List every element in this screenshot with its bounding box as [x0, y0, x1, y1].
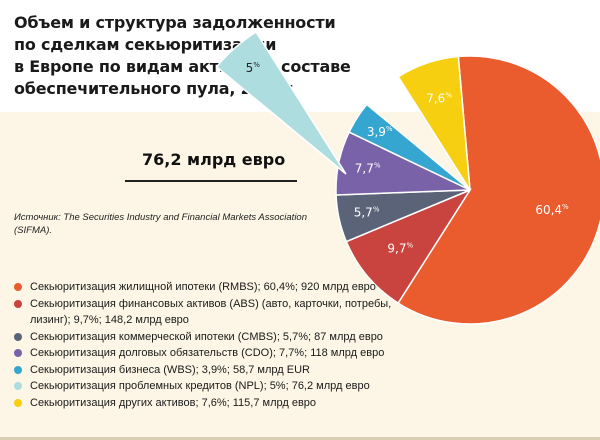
- legend-swatch: [14, 299, 22, 308]
- slice-label-rmbs: 60,4%: [535, 203, 569, 217]
- slice-label-cdo: 7,7%: [355, 162, 381, 176]
- pie-slice-rmbs: [397, 55, 600, 325]
- legend-swatch: [14, 398, 22, 407]
- legend: Секьюритизация жилищной ипотеки (RMBS); …: [14, 279, 434, 411]
- callout-rule: [125, 180, 297, 182]
- legend-text: Секьюритизация проблемных кредитов (NPL)…: [30, 378, 370, 395]
- legend-line: лизинг); 9,7%; 148,2 млрд евро: [30, 314, 189, 326]
- legend-line: Секьюритизация других активов; 7,6%; 115…: [30, 396, 317, 409]
- title-line: обеспечительного пула, 2014г: [14, 79, 293, 98]
- pie-slice-other: [397, 55, 471, 191]
- legend-text: Секьюритизация коммерческой ипотеки (CMB…: [30, 329, 383, 346]
- legend-item-wbs: Секьюритизация бизнеса (WBS); 3,9%; 58,7…: [14, 362, 434, 379]
- callout-total: 76,2 млрд евро: [142, 150, 286, 169]
- legend-line: Секьюритизация финансовых активов (ABS) …: [30, 297, 392, 310]
- pie-slice-npl: [215, 31, 347, 175]
- pie-slice-abs: [345, 188, 472, 305]
- legend-item-cmbs: Секьюритизация коммерческой ипотеки (CMB…: [14, 329, 434, 346]
- slice-label-wbs: 3,9%: [367, 125, 393, 139]
- bottom-rule: [0, 437, 600, 440]
- legend-swatch: [14, 332, 22, 341]
- source-note: Источник: The Securities Industry and Fi…: [14, 212, 307, 236]
- legend-text: Секьюритизация финансовых активов (ABS) …: [30, 296, 391, 329]
- legend-swatch: [14, 365, 22, 374]
- legend-item-other: Секьюритизация других активов; 7,6%; 115…: [14, 395, 434, 412]
- legend-line: Секьюритизация бизнеса (WBS); 3,9%; 58,7…: [30, 363, 310, 376]
- chart-title: Объем и структура задолженности по сделк…: [14, 12, 351, 100]
- legend-line: Секьюритизация долговых обязательств (CD…: [30, 347, 385, 359]
- slice-label-abs: 9,7%: [387, 242, 413, 256]
- legend-text: Секьюритизация бизнеса (WBS); 3,9%; 58,7…: [30, 362, 310, 379]
- slice-label-other: 7,6%: [426, 92, 452, 106]
- legend-line: Секьюритизация проблемных кредитов (NPL)…: [30, 380, 370, 392]
- slice-label-cmbs: 5,7%: [354, 206, 380, 220]
- legend-item-cdo: Секьюритизация долговых обязательств (CD…: [14, 345, 434, 362]
- legend-item-npl: Секьюритизация проблемных кредитов (NPL)…: [14, 378, 434, 395]
- title-line: по сделкам секьюритизации: [14, 35, 277, 54]
- legend-text: Секьюритизация других активов; 7,6%; 115…: [30, 395, 316, 412]
- legend-swatch: [14, 283, 22, 291]
- legend-line: Секьюритизация коммерческой ипотеки (CMB…: [30, 330, 383, 343]
- title-line: Объем и структура задолженности: [14, 13, 336, 32]
- slice-label-npl: 5%: [246, 61, 261, 75]
- legend-swatch: [14, 382, 22, 390]
- legend-item-rmbs: Секьюритизация жилищной ипотеки (RMBS); …: [14, 279, 434, 296]
- legend-text: Секьюритизация жилищной ипотеки (RMBS); …: [30, 279, 376, 296]
- legend-line: Секьюритизация жилищной ипотеки (RMBS); …: [30, 281, 376, 293]
- legend-item-abs: Секьюритизация финансовых активов (ABS) …: [14, 296, 434, 329]
- legend-text: Секьюритизация долговых обязательств (CD…: [30, 345, 384, 362]
- pie-slice-wbs: [348, 103, 471, 191]
- legend-swatch: [14, 349, 22, 357]
